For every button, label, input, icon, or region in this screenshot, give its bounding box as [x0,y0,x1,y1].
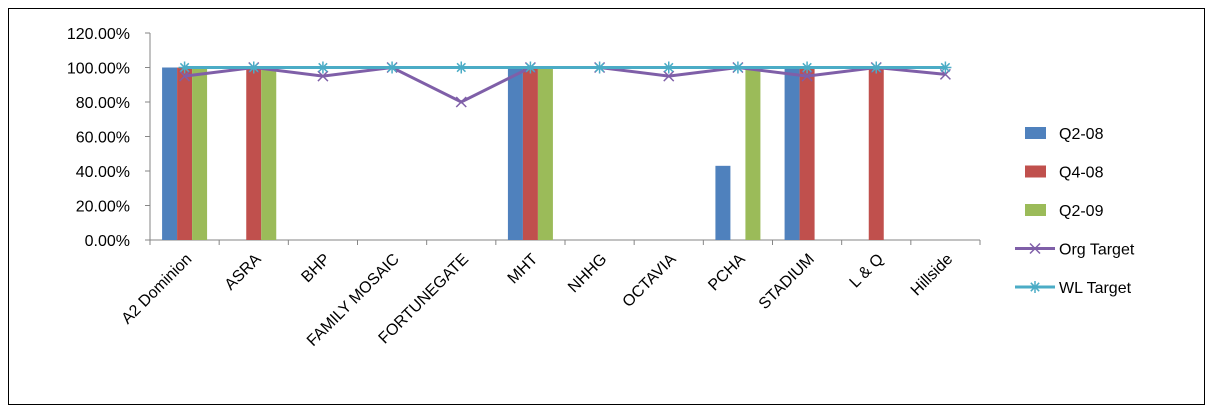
legend-label: Q2-09 [1059,203,1104,220]
legend-item-q4-08: Q4-08 [1025,165,1104,182]
bar-q4-08 [522,67,538,240]
point-wl-target [870,61,883,74]
y-tick-label: 40.00% [76,164,130,181]
legend-label: Q2-08 [1059,126,1104,143]
bar-q4-08 [177,67,193,240]
bar-q2-09 [192,67,208,240]
point-org-target [179,70,191,82]
y-tick-label: 80.00% [76,95,130,112]
y-tick-label: 60.00% [76,130,130,147]
legend: Q2-08 Q4-08 Q2-09 Org Target WL Target [1015,126,1135,297]
point-wl-target [801,61,814,74]
point-wl-target [178,61,191,74]
bar-q2-09 [745,67,761,240]
legend-label: WL Target [1059,280,1132,297]
bar-q2-09 [537,67,553,240]
point-wl-target [593,61,606,74]
bar-q2-08 [784,67,800,240]
bar-q4-08 [868,67,884,240]
y-tick-label: 120.00% [67,26,130,43]
y-tick-label: 20.00% [76,199,130,216]
legend-label: Q4-08 [1059,165,1104,182]
point-wl-target [731,61,744,74]
legend-item-q2-09: Q2-09 [1025,203,1104,220]
y-tick-label: 0.00% [85,233,130,250]
point-wl-target [316,61,329,74]
bar-q2-08 [162,67,178,240]
bars [162,67,884,240]
point-wl-target [247,61,260,74]
point-org-target [663,70,675,82]
legend-item-q2-08: Q2-08 [1025,126,1104,143]
lines [178,61,952,108]
legend-swatch [1025,204,1046,216]
point-org-target [801,70,813,82]
bar-q4-08 [799,67,815,240]
point-wl-target [455,61,468,74]
legend-marker [1029,281,1041,293]
legend-item-org-target: Org Target [1015,242,1135,259]
point-wl-target [386,61,399,74]
point-wl-target [662,61,675,74]
legend-item-wl-target: WL Target [1015,280,1132,297]
point-wl-target [939,61,952,74]
point-org-target [317,70,329,82]
y-axis: 0.00% 20.00% 40.00% 60.00% 80.00% 100.00% 120.… [67,26,151,250]
y-tick-label: 100.00% [67,61,130,78]
legend-label: Org Target [1059,242,1135,259]
bar-q4-08 [246,67,262,240]
bar-q2-09 [261,67,277,240]
legend-swatch [1025,165,1046,178]
bar-q2-08 [507,67,523,240]
legend-swatch [1025,127,1046,139]
point-wl-target [524,61,537,74]
bar-q2-08 [715,165,731,240]
point-org-target [455,96,467,108]
legend-marker [1029,242,1041,255]
